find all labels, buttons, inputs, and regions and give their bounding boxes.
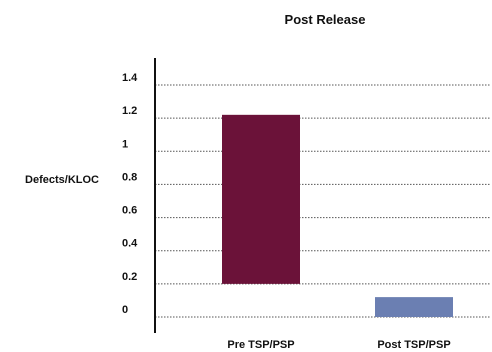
x-tick-labels: Pre TSP/PSP Post TSP/PSP (227, 339, 450, 351)
chart-title: Post Release (285, 12, 366, 27)
y-tick-label: 1 (122, 138, 128, 150)
y-tick-labels: 0 0.2 0.4 0.6 0.8 1 1.2 1.4 (122, 72, 138, 316)
y-axis-label: Defects/KLOC (25, 174, 99, 186)
y-tick-label: 0 (122, 304, 128, 316)
y-tick-label: 1.4 (122, 72, 138, 84)
bars (222, 114, 453, 317)
x-tick-label: Pre TSP/PSP (227, 339, 294, 351)
x-tick-label: Post TSP/PSP (377, 339, 450, 351)
bar-post-tsp-psp (375, 297, 453, 317)
y-tick-label: 0.2 (122, 271, 137, 283)
y-tick-label: 0.8 (122, 171, 137, 183)
y-tick-label: 1.2 (122, 105, 137, 117)
bar-pre-tsp-psp (222, 114, 300, 284)
gridlines (155, 84, 490, 318)
y-tick-label: 0.6 (122, 205, 137, 217)
y-tick-label: 0.4 (122, 238, 138, 250)
